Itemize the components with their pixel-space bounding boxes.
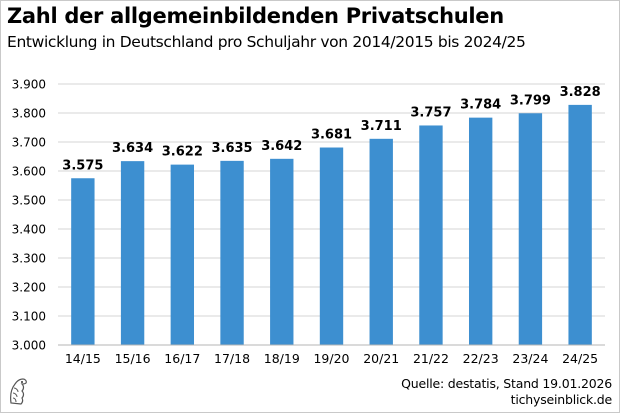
- bar-23-24: [518, 113, 543, 345]
- bar-value-label: 3.828: [560, 85, 601, 100]
- bar-value-label: 3.711: [361, 119, 402, 134]
- bar-value-label: 3.681: [311, 128, 352, 143]
- y-tick-label: 3.600: [12, 165, 46, 179]
- x-tick-label: 17/18: [214, 351, 250, 366]
- y-axis-tick-labels: 3.000 3.100 3.200 3.300 3.400 3.500 3.600 3.700…: [12, 78, 46, 353]
- x-tick-label: 16/17: [164, 351, 200, 366]
- bar-value-label: 3.635: [211, 141, 252, 156]
- x-tick-label: 14/15: [65, 351, 101, 366]
- bar-value-label: 3.784: [460, 98, 501, 113]
- y-tick-label: 3.500: [12, 194, 46, 208]
- bar-value-label: 3.642: [261, 139, 302, 154]
- x-tick-label: 23/24: [512, 351, 548, 366]
- bar-17-18: [220, 160, 244, 345]
- y-tick-label: 3.100: [12, 310, 46, 324]
- bar-value-label: 3.757: [410, 105, 451, 120]
- bar-14-15: [71, 178, 95, 345]
- bar-16-17: [170, 164, 195, 345]
- eagle-head-icon: [10, 378, 27, 405]
- bars: [71, 104, 592, 345]
- chart-title: Zahl der allgemeinbildenden Privatschule…: [7, 4, 504, 28]
- x-tick-label: 15/16: [115, 351, 151, 366]
- bar-15-16: [120, 161, 145, 345]
- bar-19-20: [319, 147, 344, 345]
- bar-18-19: [270, 158, 294, 345]
- bar-value-label: 3.575: [62, 158, 103, 173]
- bar-value-label: 3.799: [510, 93, 551, 108]
- y-tick-label: 3.400: [12, 223, 46, 237]
- x-axis-tick-labels: 14/15 15/16 16/17 17/18 18/19 19/20 20/21 21/22…: [65, 351, 598, 366]
- x-tick-label: 21/22: [413, 351, 449, 366]
- y-tick-label: 3.800: [12, 107, 46, 121]
- x-tick-label: 19/20: [313, 351, 349, 366]
- source-note: Quelle: destatis, Stand 19.01.2026: [401, 376, 612, 391]
- bar-value-label: 3.634: [112, 141, 153, 156]
- y-tick-label: 3.900: [12, 78, 46, 92]
- site-credit[interactable]: tichyseinblick.de: [510, 392, 613, 407]
- y-tick-label: 3.700: [12, 136, 46, 150]
- x-tick-label: 24/25: [562, 351, 598, 366]
- x-tick-label: 20/21: [363, 351, 399, 366]
- bar-24-25: [568, 104, 592, 345]
- y-tick-label: 3.200: [12, 281, 46, 295]
- chart-subtitle: Entwicklung in Deutschland pro Schuljahr…: [7, 33, 526, 51]
- bar-21-22: [419, 125, 443, 345]
- y-tick-label: 3.000: [12, 339, 46, 353]
- y-tick-label: 3.300: [12, 252, 46, 266]
- x-tick-label: 22/23: [463, 351, 499, 366]
- bar-value-label: 3.622: [162, 145, 203, 160]
- bar-22-23: [468, 117, 493, 345]
- bar-value-labels: 3.575 3.634 3.622 3.635 3.642 3.681 3.711 3.757…: [62, 85, 600, 173]
- x-tick-label: 18/19: [264, 351, 300, 366]
- bar-20-21: [369, 138, 393, 345]
